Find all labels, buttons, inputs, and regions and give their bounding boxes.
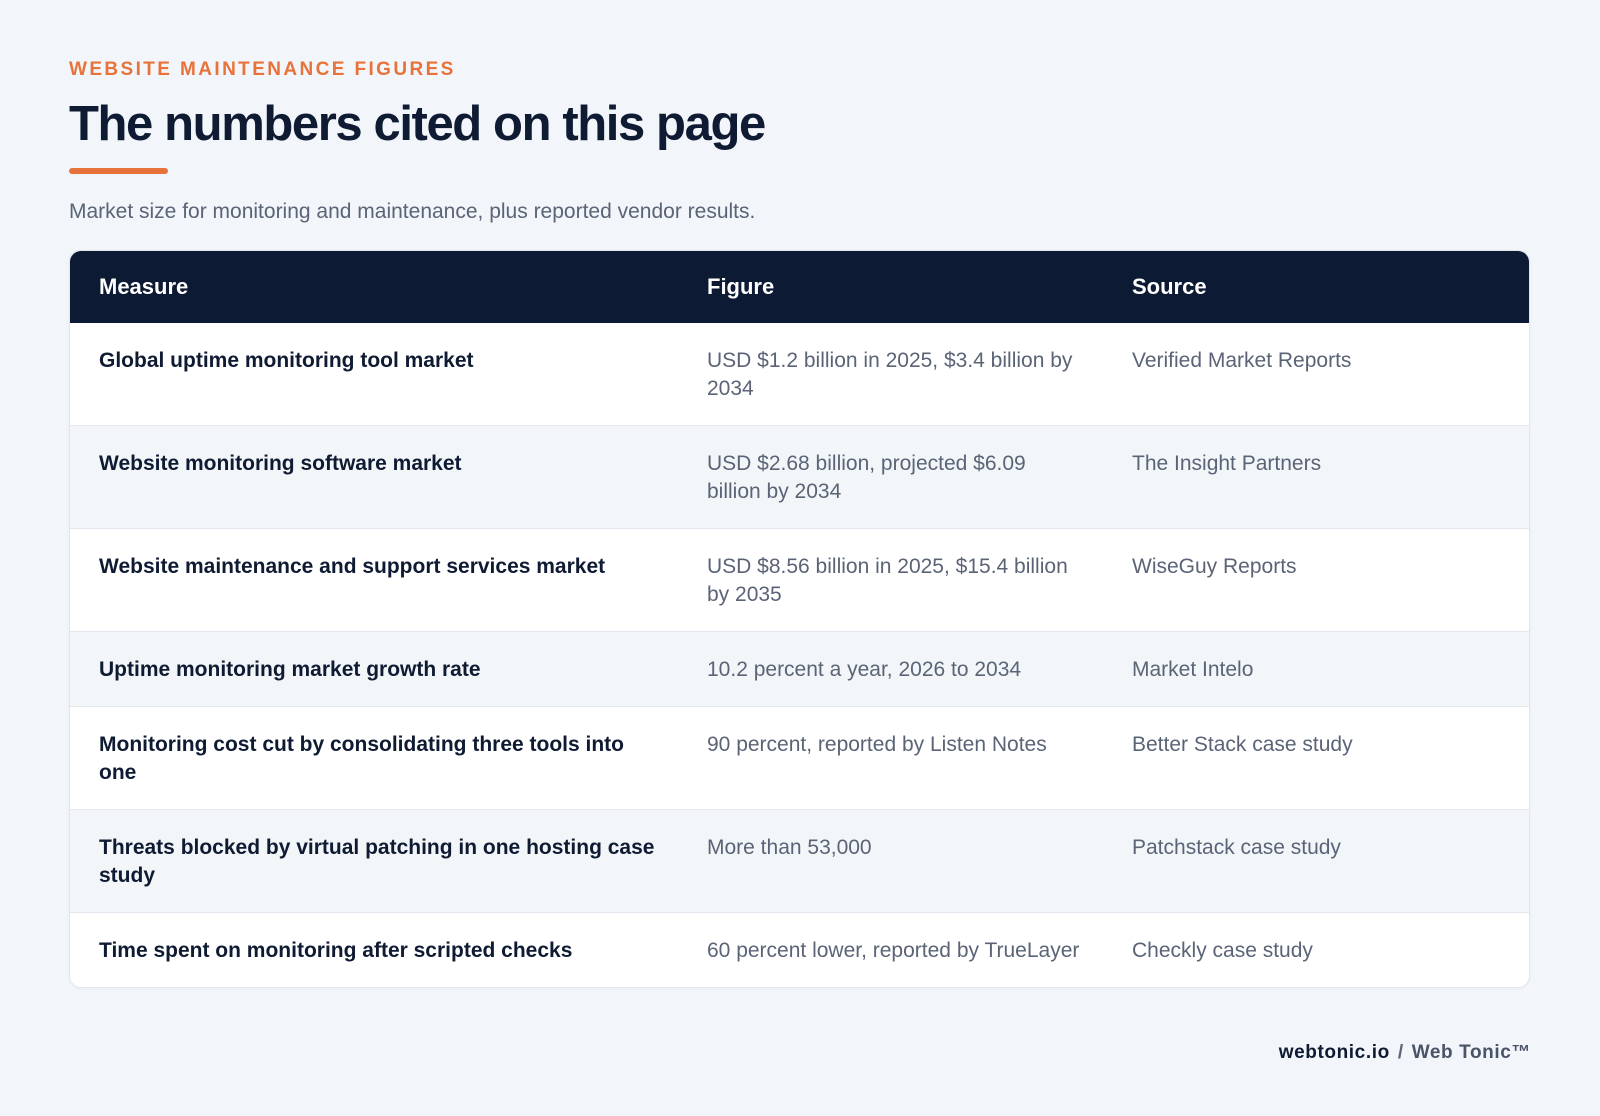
column-header-figure: Figure [707, 274, 775, 299]
page-subtitle: Market size for monitoring and maintenan… [69, 200, 756, 223]
footer-separator: / [1397, 1042, 1404, 1063]
measure-cell: Website maintenance and support services… [70, 528, 678, 632]
figure-cell: 60 percent lower, reported by TrueLayer [678, 912, 1103, 987]
table-row: Website monitoring software market USD $… [70, 425, 1529, 529]
table-row: Time spent on monitoring after scripted … [70, 912, 1529, 987]
figure-cell: USD $1.2 billion in 2025, $3.4 billion b… [707, 349, 1073, 400]
source-cell: Patchstack case study [1103, 809, 1529, 913]
figure-cell: USD $2.68 billion, projected $6.09 billi… [678, 425, 1103, 529]
table-header: Measure Figure Source [70, 251, 1529, 323]
column-header-source: Source [1132, 274, 1207, 299]
figures-table-card: Measure Figure Source Global uptime moni… [69, 250, 1530, 988]
table-row: Website maintenance and support services… [70, 528, 1529, 632]
accent-rule [69, 168, 168, 174]
source-cell: Better Stack case study [1103, 706, 1529, 810]
source-cell: WiseGuy Reports [1103, 528, 1529, 632]
measure-cell: Website monitoring software market [70, 425, 678, 529]
measure-cell: Threats blocked by virtual patching in o… [70, 809, 678, 913]
measure-cell: Time spent on monitoring after scripted … [70, 912, 678, 987]
source-cell: Checkly case study [1103, 912, 1529, 987]
figure-cell: More than 53,000 [678, 809, 1103, 913]
table-row: Threats blocked by virtual patching in o… [70, 809, 1529, 913]
page-title: The numbers cited on this page [69, 97, 766, 151]
table-row: Monitoring cost cut by consolidating thr… [70, 706, 1529, 810]
footer-brand: Web Tonic™ [1411, 1042, 1531, 1063]
source-cell: Verified Market Reports [1132, 349, 1352, 372]
table-header-row: Measure Figure Source [70, 251, 1529, 323]
measure-cell: Uptime monitoring market growth rate [70, 631, 678, 707]
figure-cell: 90 percent, reported by Listen Notes [678, 706, 1103, 810]
column-header-measure: Measure [99, 274, 189, 299]
table-body: Global uptime monitoring tool market USD… [70, 323, 1529, 987]
table-row: Uptime monitoring market growth rate 10.… [70, 631, 1529, 707]
eyebrow-label: WEBSITE MAINTENANCE FIGURES [69, 59, 456, 80]
measure-cell: Global uptime monitoring tool market [99, 349, 474, 372]
footer-domain: webtonic.io [1278, 1042, 1390, 1063]
figure-cell: USD $8.56 billion in 2025, $15.4 billion… [678, 528, 1103, 632]
figures-table: Measure Figure Source Global uptime moni… [70, 251, 1529, 987]
footer-credit: webtonic.io / Web Tonic™ [1279, 1040, 1531, 1066]
figure-cell: 10.2 percent a year, 2026 to 2034 [678, 631, 1103, 707]
source-cell: Market Intelo [1103, 631, 1529, 707]
source-cell: The Insight Partners [1103, 425, 1529, 529]
table-row: Global uptime monitoring tool market USD… [70, 323, 1529, 426]
measure-cell: Monitoring cost cut by consolidating thr… [70, 706, 678, 810]
